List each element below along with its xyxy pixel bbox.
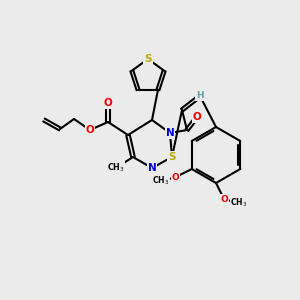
Text: N: N [166, 128, 174, 138]
Text: CH$_3$: CH$_3$ [230, 197, 248, 209]
Text: O: O [85, 125, 94, 135]
Text: O: O [220, 194, 228, 203]
Text: S: S [144, 54, 152, 64]
Text: S: S [168, 152, 176, 162]
Text: O: O [103, 98, 112, 108]
Text: CH$_3$: CH$_3$ [152, 175, 169, 187]
Text: CH$_3$: CH$_3$ [107, 162, 125, 174]
Text: O: O [172, 172, 180, 182]
Text: N: N [148, 163, 156, 173]
Text: O: O [193, 112, 201, 122]
Text: H: H [196, 92, 204, 100]
